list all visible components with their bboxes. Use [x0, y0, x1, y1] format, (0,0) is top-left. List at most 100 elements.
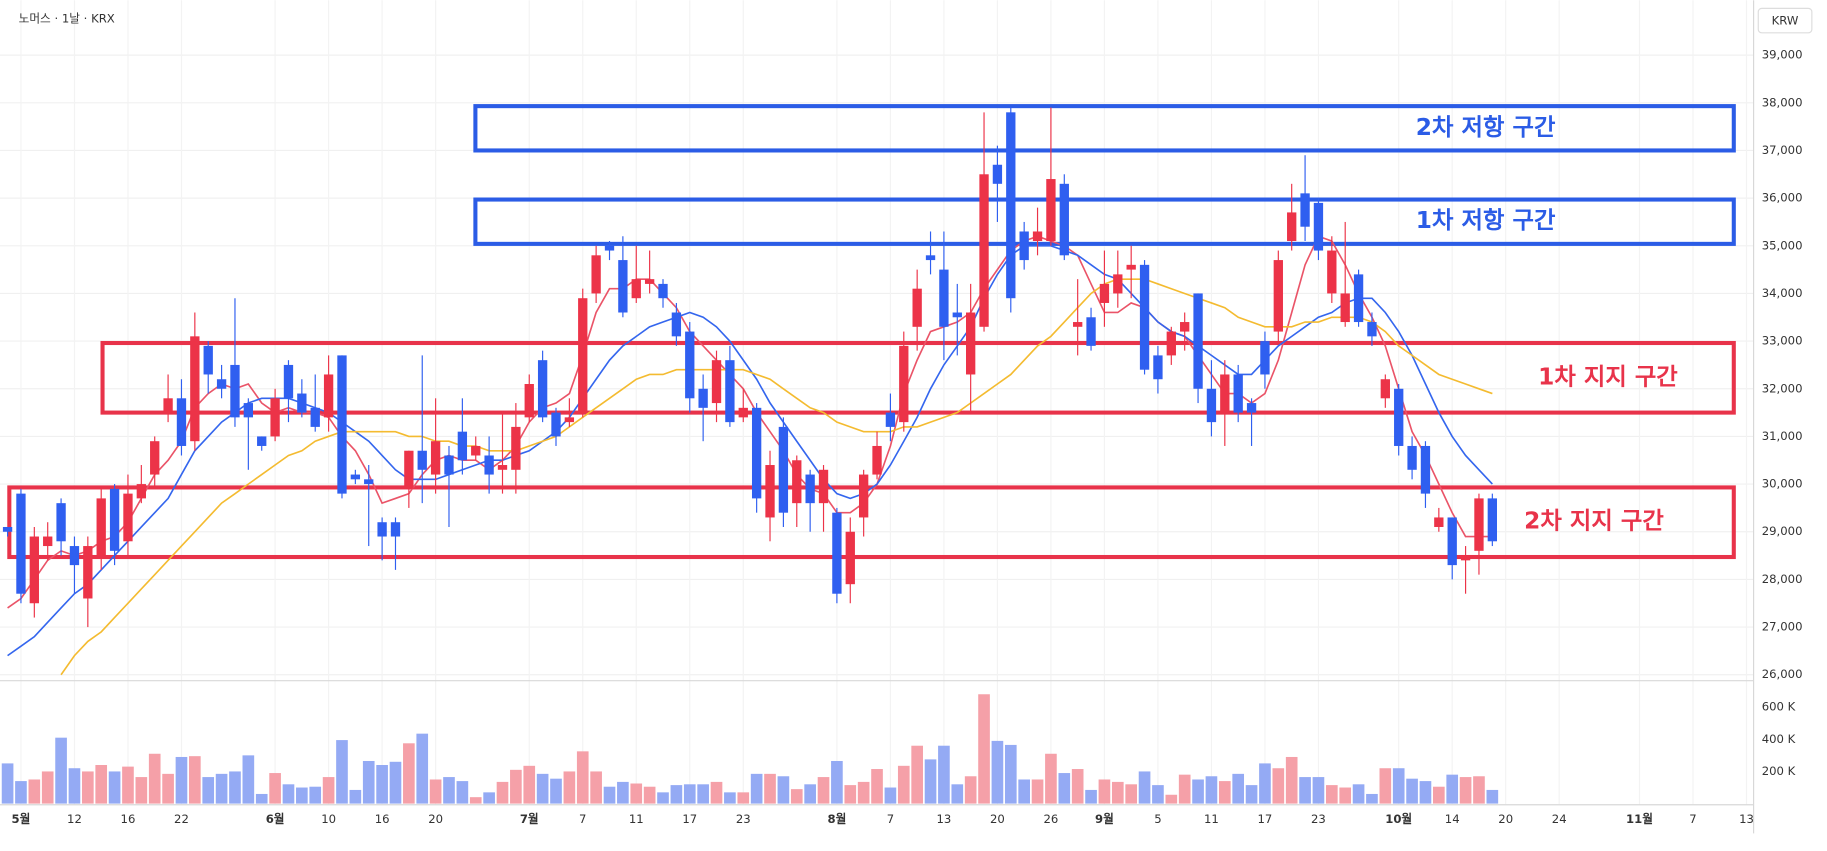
candle-body	[805, 474, 815, 504]
volume-bar	[282, 784, 295, 804]
volume-bar	[563, 771, 576, 804]
volume-bar	[1058, 773, 1071, 804]
moving-average	[7, 235, 1493, 609]
candle-body	[56, 503, 66, 542]
volume-bar	[108, 771, 121, 804]
y-tick-label: 28,000	[1762, 572, 1803, 586]
candle-body	[832, 512, 842, 594]
volume-bar	[1218, 781, 1231, 804]
volume-bar	[28, 779, 41, 804]
candle-body	[631, 279, 641, 299]
volume-bar	[362, 760, 375, 804]
volume-bar	[1138, 771, 1151, 804]
volume-bar	[1245, 785, 1258, 804]
candle-body	[818, 469, 829, 504]
volume-bar	[710, 781, 723, 804]
plot	[1, 104, 1736, 804]
candle-body	[1394, 388, 1404, 446]
candle-body	[1166, 331, 1176, 356]
candle-body	[1032, 231, 1043, 242]
volume-bar	[15, 781, 27, 804]
candle-body	[925, 255, 936, 261]
volume-bar	[389, 761, 402, 804]
candle-body	[1180, 322, 1190, 332]
volume-bar	[938, 745, 950, 804]
x-tick-label: 22	[174, 812, 189, 826]
y-tick-label: 36,000	[1762, 191, 1803, 205]
candle-body	[270, 398, 280, 437]
volume-bar	[1085, 789, 1097, 804]
y-tick-label: 38,000	[1762, 95, 1803, 109]
volume-bar	[1205, 776, 1218, 804]
volume-bar	[215, 773, 228, 804]
volume-bar	[443, 777, 455, 804]
volume-bar	[1111, 781, 1124, 804]
x-tick-label: 8월	[827, 812, 846, 826]
candle-body	[1260, 341, 1270, 375]
volume-bar	[1004, 744, 1017, 804]
y-tick-label: 31,000	[1762, 429, 1803, 443]
candle-body	[430, 441, 441, 475]
zone-box	[100, 340, 1736, 415]
candle-body	[792, 460, 802, 504]
volume-bar	[296, 787, 308, 804]
x-tick-label: 10월	[1385, 812, 1412, 826]
candle-body	[511, 426, 521, 470]
candle-body	[1059, 183, 1069, 256]
volume-bar	[242, 755, 255, 804]
candle-body	[591, 255, 601, 294]
candle-body	[123, 493, 133, 542]
volume-bar	[429, 779, 442, 804]
volume-bar	[683, 784, 696, 804]
volume-bar	[523, 765, 536, 804]
volume-bar	[269, 773, 281, 804]
currency-box[interactable]	[1757, 7, 1813, 34]
zone-label: 2차 저항 구간	[1416, 114, 1556, 141]
volume-bar	[148, 753, 161, 804]
candle-body	[872, 445, 882, 475]
candle-body	[1367, 322, 1377, 337]
volume-bar	[1419, 781, 1432, 804]
candle-body	[377, 522, 387, 537]
volume-bar	[857, 781, 870, 804]
candle-body	[1407, 445, 1417, 470]
volume-bar	[1299, 777, 1311, 804]
volume-bar	[831, 760, 843, 804]
volume-bar	[1459, 777, 1472, 804]
volume-bar	[1152, 785, 1164, 804]
candle-body	[136, 484, 146, 499]
volume-bar	[469, 797, 482, 804]
moving-average	[7, 245, 1493, 657]
x-tick-label: 6월	[266, 812, 285, 826]
x-tick-label: 7	[579, 812, 586, 826]
candle-body	[939, 269, 949, 327]
candle-body	[297, 393, 307, 413]
candle-body	[337, 355, 347, 494]
volume-bar	[951, 784, 964, 804]
currency[interactable]: KRW	[1772, 14, 1799, 28]
candle-body	[444, 455, 454, 475]
candle-body	[711, 360, 722, 404]
candle-body	[1487, 498, 1497, 542]
candle-body	[1353, 274, 1364, 323]
x-tick-label: 26	[1044, 812, 1059, 826]
candle-body	[29, 536, 39, 604]
candle-body	[1019, 231, 1029, 261]
volume-bar	[1392, 768, 1405, 804]
zone-box	[473, 197, 1736, 246]
candle-body	[216, 379, 227, 389]
x-tick-label: 16	[121, 812, 136, 826]
volume-bar	[871, 769, 883, 804]
candle-body	[150, 441, 160, 475]
volume-bar	[1285, 756, 1298, 804]
x-tick-label: 23	[736, 812, 751, 826]
candle-body	[1420, 445, 1431, 494]
candle-body	[323, 374, 334, 418]
volume-bar	[978, 694, 990, 804]
volume-bar	[122, 766, 134, 804]
volume-bar	[1366, 793, 1378, 804]
volume-bar	[1473, 776, 1485, 804]
candle-body	[404, 450, 414, 489]
volume-bar	[764, 773, 776, 804]
x-tick-label: 7월	[520, 812, 539, 826]
